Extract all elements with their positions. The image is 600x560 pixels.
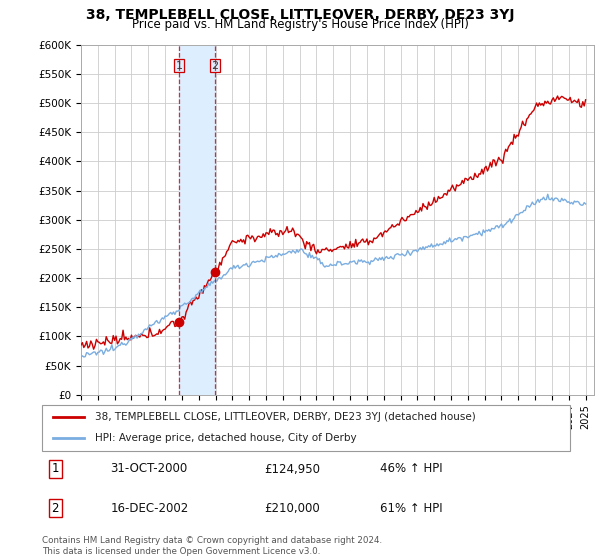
Text: £124,950: £124,950 (264, 463, 320, 475)
Text: 16-DEC-2002: 16-DEC-2002 (110, 502, 189, 515)
Text: 2: 2 (52, 502, 59, 515)
Text: 1: 1 (52, 463, 59, 475)
Text: 31-OCT-2000: 31-OCT-2000 (110, 463, 188, 475)
Text: 38, TEMPLEBELL CLOSE, LITTLEOVER, DERBY, DE23 3YJ (detached house): 38, TEMPLEBELL CLOSE, LITTLEOVER, DERBY,… (95, 412, 476, 422)
Text: 2: 2 (211, 60, 218, 71)
Text: Price paid vs. HM Land Registry's House Price Index (HPI): Price paid vs. HM Land Registry's House … (131, 18, 469, 31)
Text: Contains HM Land Registry data © Crown copyright and database right 2024.
This d: Contains HM Land Registry data © Crown c… (42, 536, 382, 556)
Text: 61% ↑ HPI: 61% ↑ HPI (380, 502, 443, 515)
Bar (179, 45, 215, 395)
Text: £210,000: £210,000 (264, 502, 320, 515)
Text: 46% ↑ HPI: 46% ↑ HPI (380, 463, 443, 475)
Text: HPI: Average price, detached house, City of Derby: HPI: Average price, detached house, City… (95, 433, 356, 444)
FancyBboxPatch shape (42, 405, 570, 451)
Text: 1: 1 (176, 60, 182, 71)
Text: 38, TEMPLEBELL CLOSE, LITTLEOVER, DERBY, DE23 3YJ: 38, TEMPLEBELL CLOSE, LITTLEOVER, DERBY,… (86, 8, 514, 22)
